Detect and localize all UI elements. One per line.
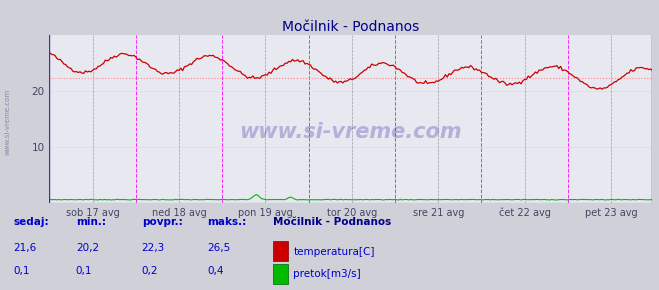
Text: maks.:: maks.: — [208, 217, 247, 227]
Text: Močilnik - Podnanos: Močilnik - Podnanos — [273, 217, 391, 227]
Text: 20,2: 20,2 — [76, 243, 99, 253]
Text: sedaj:: sedaj: — [13, 217, 49, 227]
Text: povpr.:: povpr.: — [142, 217, 183, 227]
Text: 0,1: 0,1 — [13, 266, 30, 276]
Title: Močilnik - Podnanos: Močilnik - Podnanos — [282, 20, 420, 34]
Text: 22,3: 22,3 — [142, 243, 165, 253]
Text: 0,4: 0,4 — [208, 266, 224, 276]
Text: 26,5: 26,5 — [208, 243, 231, 253]
Text: pretok[m3/s]: pretok[m3/s] — [293, 269, 361, 279]
Text: min.:: min.: — [76, 217, 106, 227]
Text: 0,1: 0,1 — [76, 266, 92, 276]
Text: temperatura[C]: temperatura[C] — [293, 247, 375, 257]
Text: www.si-vreme.com: www.si-vreme.com — [5, 89, 11, 155]
Text: 0,2: 0,2 — [142, 266, 158, 276]
Text: 21,6: 21,6 — [13, 243, 36, 253]
Text: www.si-vreme.com: www.si-vreme.com — [240, 122, 462, 142]
